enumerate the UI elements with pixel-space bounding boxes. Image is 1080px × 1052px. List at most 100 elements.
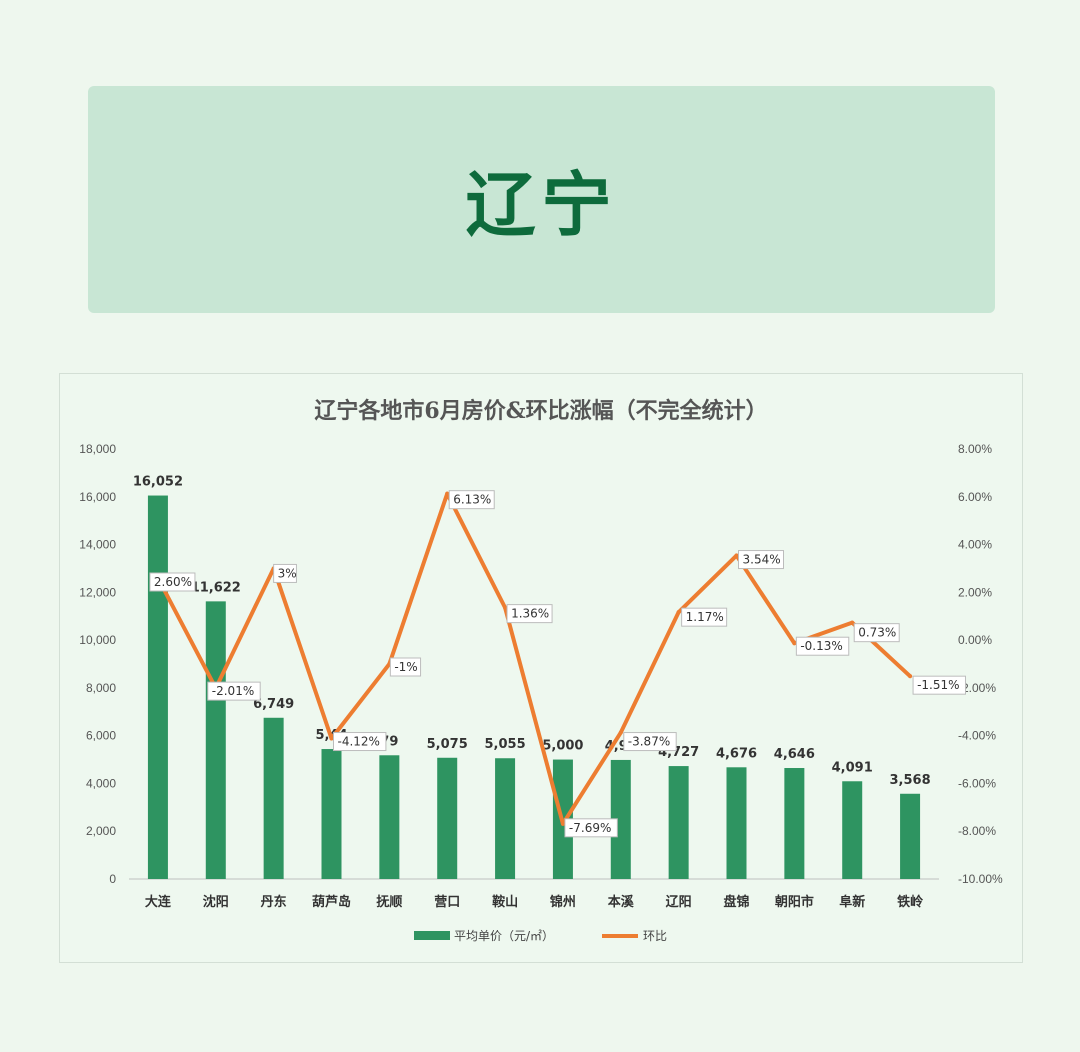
percent-label-box [795,636,850,656]
bar [726,767,747,879]
bar-value-label: 3,568 [890,773,931,788]
y-left-tick-label: 12,000 [79,585,116,599]
percent-label: -4.12% [338,735,380,749]
percent-label: 3.54% [743,553,781,567]
y-right-tick-label: -8.00% [958,824,996,838]
line-path [155,491,913,826]
bar-value-label: 4,676 [716,746,757,761]
x-category-label: 阜新 [839,894,865,910]
percent-label: 1.17% [686,610,724,624]
y-left-tick-label: 4,000 [86,776,116,790]
bar [610,759,631,879]
y-right-tick-label: -10.00% [958,872,1003,886]
percent-label: -1.51% [917,678,959,692]
percent-label-box [273,563,297,583]
percent-label: -0.13% [800,639,842,653]
x-category-label: 抚顺 [376,894,402,910]
x-category-label: 大连 [145,894,172,910]
percent-label: -7.69% [569,821,611,835]
percent-label: -2.01% [212,684,254,698]
y-left-tick-label: 2,000 [86,824,116,838]
percent-label: 1.36% [511,607,549,621]
bar-value-label: 16,052 [133,475,183,490]
y-right-tick-label: 6.00% [958,490,992,504]
title-banner: 辽宁 [88,86,995,313]
bar-value-label: 11,622 [191,580,241,595]
percent-label-box [389,657,422,677]
x-category-label: 沈阳 [203,894,229,910]
legend: 平均单价（元/㎡） 环比 [414,929,667,943]
x-category-label: 鞍山 [492,894,518,910]
chart-title: 辽宁各地市6月房价&环比涨幅（不完全统计） [314,398,767,424]
y-axis-left: 0 2,000 4,000 6,000 8,000 10,000 12,000 14,000 1… [79,442,116,886]
x-category-label: 锦州 [550,894,576,910]
bar [321,749,342,879]
percent-labels: 2.60% -2.01% 3% -4.12% -1% 6.13% 1.36% -7.69% -3… [149,490,966,838]
bar-value-label: 5,075 [427,737,468,752]
y-left-tick-label: 10,000 [79,633,116,647]
percent-label-box [853,623,900,643]
bar [205,601,226,879]
percent-label: 6.13% [453,493,491,507]
line-point [560,821,565,826]
y-right-tick-label: -4.00% [958,729,996,743]
y-left-tick-label: 8,000 [86,681,116,695]
percent-label: -1% [394,660,417,674]
x-category-label: 朝阳市 [775,894,814,910]
percent-label-box [912,675,966,695]
x-category-label: 盘锦 [723,894,749,910]
x-category-label: 辽阳 [666,895,692,910]
bar-value-label: 4,646 [774,747,815,762]
x-category-label: 营口 [434,894,460,910]
bar-value-label: 5,055 [485,737,526,752]
line-point [503,605,508,610]
chart-card: 辽宁各地市6月房价&环比涨幅（不完全统计） 0 2,000 4,000 6,000 8,… [59,373,1023,963]
bar-series [147,495,921,879]
percent-label-box [738,550,784,570]
x-category-label: 丹东 [261,894,287,910]
legend-swatch-bar [414,931,450,940]
line-point [676,610,681,615]
y-right-tick-label: 2.00% [958,585,992,599]
bar [437,757,458,879]
bar [263,717,284,879]
percent-label-box [681,607,728,627]
y-left-tick-label: 6,000 [86,729,116,743]
line-point [445,491,450,496]
percent-label-box [564,818,618,838]
x-category-label: 铁岭 [896,894,923,910]
y-right-tick-label: -6.00% [958,776,996,790]
percent-label: 2.60% [154,575,192,589]
banner-title: 辽宁 [465,164,618,246]
line-point [329,736,334,741]
percent-label-box [149,572,196,592]
x-category-label: 本溪 [608,894,635,910]
y-right-tick-label: -2.00% [958,681,996,695]
combo-chart: 辽宁各地市6月房价&环比涨幅（不完全统计） 0 2,000 4,000 6,000 8,… [79,398,1003,943]
bar-value-label: 6,749 [253,697,294,712]
percent-label-box [207,681,261,701]
bar [784,768,805,879]
line-point [618,730,623,735]
legend-label-bar: 平均单价（元/㎡） [454,929,554,943]
bar [842,781,863,879]
percent-label-box [623,732,677,752]
y-left-tick-label: 14,000 [79,538,116,552]
x-category-label: 葫芦岛 [312,894,351,910]
x-axis-categories: 大连 沈阳 丹东 葫芦岛 抚顺 营口 鞍山 锦州 本溪 辽阳 盘锦 朝阳市 阜新 铁岭 [145,894,923,910]
legend-label-line: 环比 [643,929,667,943]
percent-label-box [506,604,553,624]
bar [379,755,400,879]
y-right-tick-label: 8.00% [958,442,992,456]
bar-value-label: 4,091 [832,760,873,775]
bar-value-label: 5,000 [542,739,583,754]
percent-label: 0.73% [858,626,896,640]
percent-label-box [448,490,495,510]
line-point [850,620,855,625]
y-right-tick-label: 0.00% [958,633,992,647]
line-point [908,674,913,679]
percent-label: 3% [278,566,297,580]
y-left-tick-label: 18,000 [79,442,116,456]
y-left-tick-label: 16,000 [79,490,116,504]
